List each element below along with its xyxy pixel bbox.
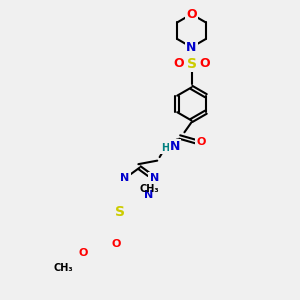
Text: S: S: [115, 205, 125, 219]
Text: O: O: [199, 57, 210, 70]
Text: S: S: [187, 57, 196, 71]
Text: O: O: [112, 239, 121, 249]
Text: N: N: [149, 173, 159, 183]
Text: N: N: [144, 190, 153, 200]
Text: N: N: [120, 173, 130, 183]
Text: O: O: [173, 57, 184, 70]
Text: CH₃: CH₃: [53, 262, 73, 272]
Text: H: H: [161, 142, 169, 153]
Text: O: O: [196, 137, 206, 147]
Text: N: N: [170, 140, 180, 153]
Text: N: N: [186, 41, 197, 54]
Text: CH₃: CH₃: [139, 184, 159, 194]
Text: O: O: [186, 8, 197, 21]
Text: O: O: [79, 248, 88, 258]
